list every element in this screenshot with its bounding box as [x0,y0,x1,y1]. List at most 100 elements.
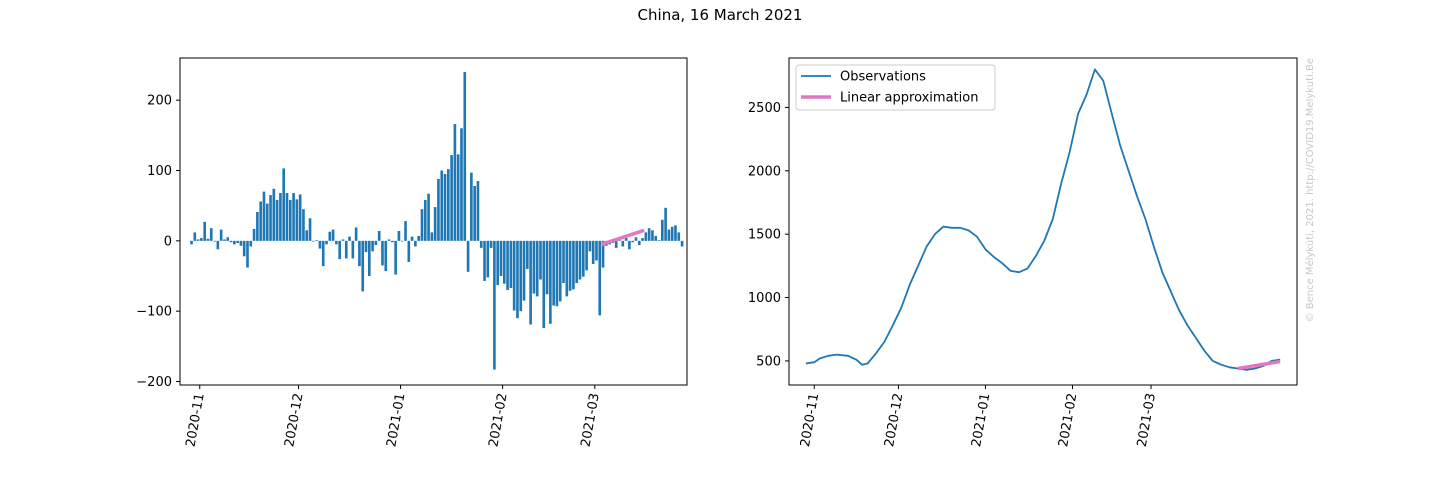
daily-change-bar [549,240,552,324]
left-x-tick-label: 2021-03 [579,392,603,448]
left-x-tick-label: 2021-02 [486,392,510,448]
daily-change-bar [555,240,559,307]
daily-change-bar [588,240,592,252]
daily-change-bar [318,240,322,249]
daily-change-bar [479,240,483,248]
daily-change-bar [677,232,681,241]
daily-change-bar [407,240,411,262]
daily-change-bar [433,207,437,241]
daily-change-bar [591,240,595,265]
daily-change-bar [265,203,269,241]
daily-change-bar [489,240,493,248]
daily-change-bar [321,240,325,267]
daily-change-bar [532,240,536,294]
daily-change-bar [519,240,523,312]
right-linear-approximation-line [1237,359,1281,371]
daily-change-bar [631,240,634,243]
right-y-tick-label: 1000 [748,291,781,306]
right-x-tick-label: 2020-11 [798,392,822,448]
daily-change-bar [509,240,513,288]
daily-change-bar [493,240,496,370]
daily-change-bar [512,240,516,311]
daily-change-bar [410,236,414,241]
daily-change-bar [522,240,526,301]
daily-change-bar [483,240,486,281]
daily-change-bar [285,193,289,241]
daily-change-bar [206,238,210,241]
daily-change-bar [657,240,661,241]
left-y-tick-label: −200 [136,375,172,390]
daily-change-bar [670,226,674,241]
daily-change-bar [562,240,565,284]
daily-change-bar [644,232,648,241]
daily-change-bar [585,240,588,271]
daily-change-bar [496,240,500,286]
daily-change-bar [502,240,506,284]
figure-title: China, 16 March 2021 [637,6,803,24]
right-y-tick-label: 1500 [748,228,781,243]
daily-change-bar [374,240,378,246]
daily-change-bar [618,240,621,241]
daily-change-bar [427,193,430,241]
daily-change-bar [344,240,348,259]
daily-change-bar [529,240,532,325]
daily-change-bar [354,227,358,241]
daily-change-bar [387,239,391,241]
daily-change-bar [506,240,509,291]
daily-change-bar [308,218,312,241]
left-x-tick-label: 2021-01 [384,392,408,448]
right-x-tick-label: 2021-02 [1056,392,1080,448]
daily-change-bar [420,209,424,241]
left-y-tick-label: 100 [147,164,172,179]
daily-change-bar [440,170,444,241]
daily-change-bar [423,200,427,241]
left-y-tick-label: −100 [136,305,172,320]
daily-change-bar [552,240,555,306]
daily-change-bar [628,240,631,250]
right-axes-frame [788,57,1298,386]
daily-change-bar [193,232,197,241]
right-x-tick-label: 2021-01 [969,392,993,448]
daily-change-bar [456,154,460,241]
daily-change-bar [558,240,562,302]
daily-change-bar [437,178,440,241]
daily-change-bar [473,185,476,241]
daily-change-bar [328,231,332,241]
daily-change-bar [647,228,651,241]
daily-change-bar [305,230,309,241]
daily-change-bar [351,240,355,259]
daily-change-bar [249,240,253,247]
daily-change-bar [256,212,259,241]
daily-change-bar [259,201,262,241]
daily-change-bar [463,72,467,241]
legend-linear-approximation-label: Linear approximation [840,91,978,106]
daily-change-bar [312,240,315,242]
daily-change-bar [680,240,684,247]
left-axes-frame [179,57,688,386]
daily-change-bar [279,193,282,241]
daily-change-bar [539,240,542,280]
daily-change-bar [216,240,220,250]
daily-change-bar [229,240,233,243]
daily-change-bar [262,191,266,241]
legend-box [795,64,996,111]
daily-change-bar [213,240,216,242]
daily-change-bar [298,194,302,241]
daily-change-bar [470,172,473,241]
daily-change-bar [430,232,434,241]
daily-change-bar [381,240,384,266]
daily-change-bar [335,240,338,245]
daily-change-bar [466,240,470,272]
daily-change-bar [269,195,272,241]
daily-change-bar [614,240,618,248]
daily-change-bar [634,237,638,241]
daily-change-bar [200,238,203,241]
daily-change-bar [203,221,207,241]
daily-change-bar [476,181,480,241]
legend-observations-label: Observations [840,70,926,85]
daily-change-bar [404,221,407,241]
daily-change-bar [325,240,328,245]
daily-change-bar [394,240,397,275]
daily-change-bar [226,237,230,241]
daily-change-bar [568,240,572,291]
